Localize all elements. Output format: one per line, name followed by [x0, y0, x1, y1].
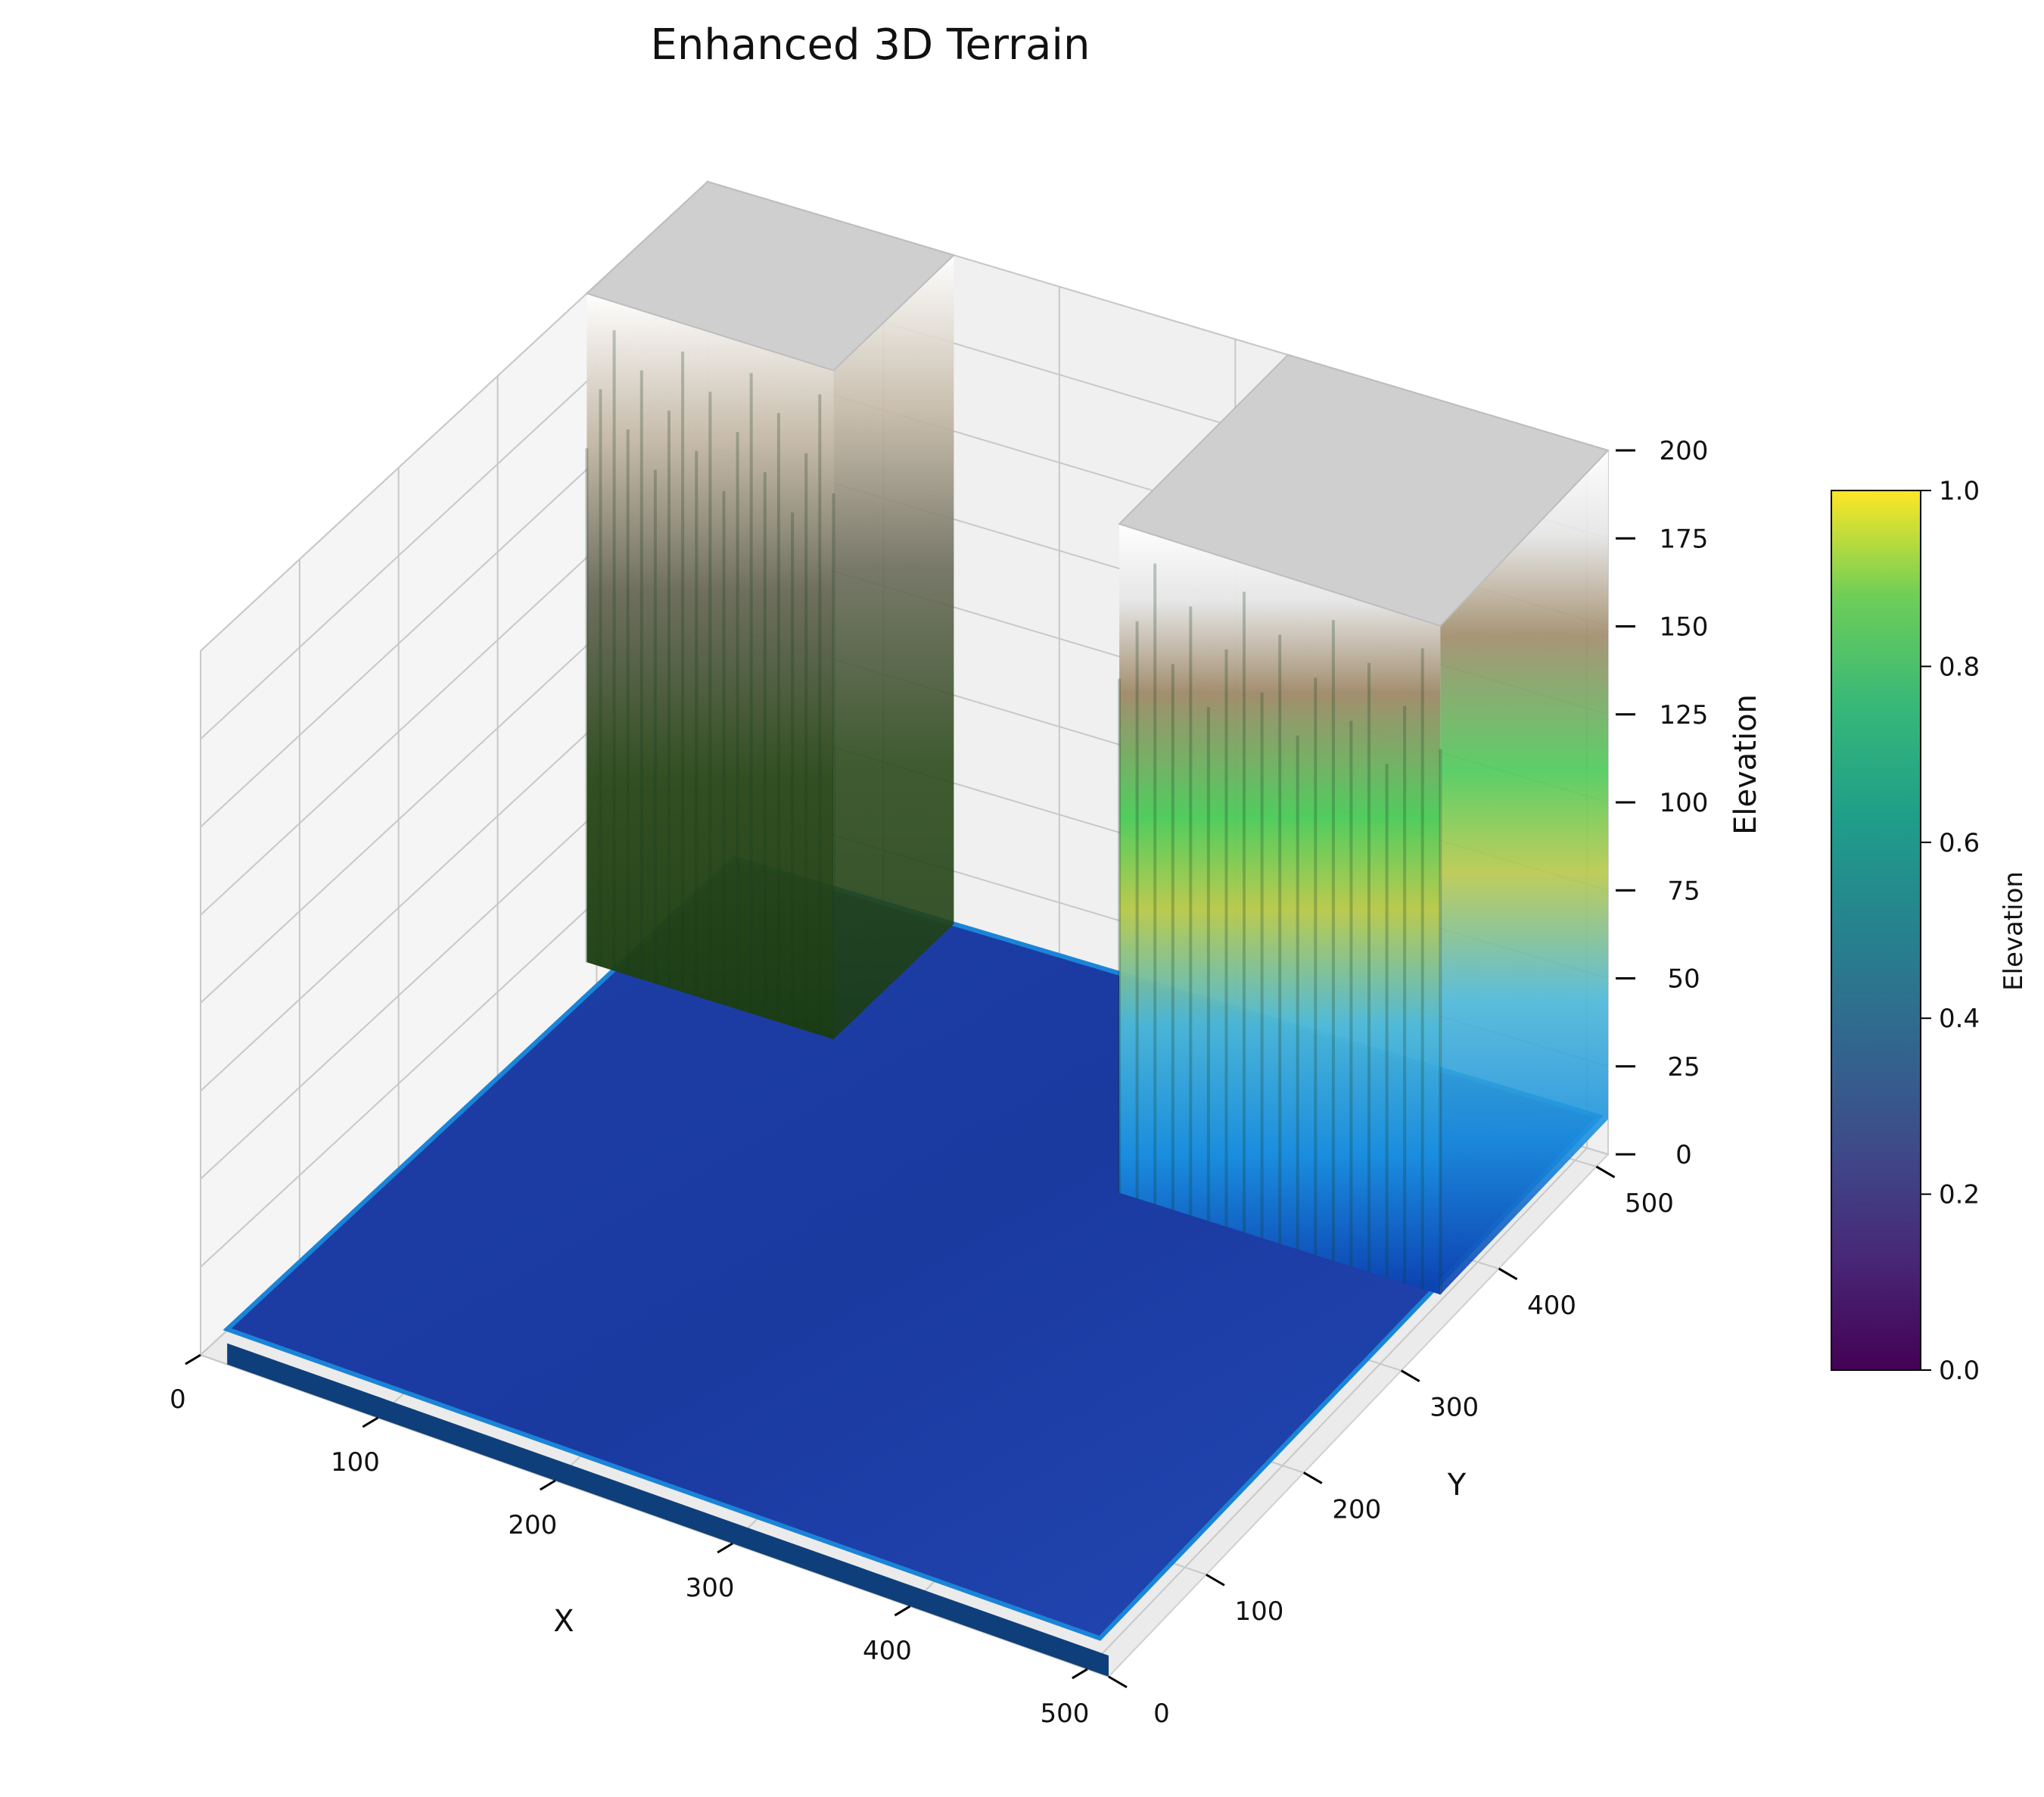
x-tick	[539, 1479, 556, 1491]
x-axis-label: X	[553, 1604, 574, 1639]
y-tick	[1400, 1369, 1420, 1382]
colorbar-tick-label: 0.2	[1939, 1180, 1980, 1210]
plateau-top	[585, 180, 956, 372]
colorbar-tick-label: 0.4	[1939, 1004, 1980, 1034]
x-tick-label: 200	[508, 1510, 557, 1540]
z-tick-label: 200	[1660, 436, 1709, 466]
colorbar-tick-label: 0.0	[1939, 1356, 1980, 1386]
z-tick-label: 150	[1660, 612, 1709, 643]
plateau-front-face	[1119, 524, 1441, 1295]
colorbar-tick-label: 1.0	[1939, 476, 1980, 506]
plateau-top	[1118, 353, 1610, 627]
x-tick-label: 400	[863, 1636, 912, 1666]
y-tick-label: 500	[1625, 1188, 1674, 1219]
terrain-surface	[222, 180, 1610, 1677]
colorbar-tick-label: 0.8	[1939, 652, 1980, 682]
y-tick	[1206, 1573, 1225, 1587]
colorbar-gradient	[1831, 490, 1921, 1371]
colorbar-label: Elevation	[1999, 871, 2029, 991]
y-tick	[1303, 1472, 1323, 1484]
z-tick-label: 25	[1667, 1052, 1700, 1082]
x-tick	[717, 1542, 733, 1554]
y-tick-label: 300	[1430, 1393, 1479, 1423]
colorbar-tick-label: 0.6	[1939, 828, 1980, 858]
x-tick-label: 500	[1040, 1699, 1089, 1729]
floor-front-edge	[227, 1343, 1109, 1677]
plateau-side-face	[833, 255, 954, 1039]
x-tick	[362, 1416, 379, 1428]
x-tick-label: 0	[170, 1384, 186, 1415]
y-tick-label: 0	[1153, 1699, 1170, 1729]
colorbar: 0.0 0.2 0.4 0.6 0.8 1.0 Elevation	[1831, 476, 2029, 1386]
z-axis-label: Elevation	[1728, 694, 1763, 835]
plateau-front-face	[586, 293, 834, 1039]
colorbar-ticks: 0.0 0.2 0.4 0.6 0.8 1.0	[1921, 476, 1980, 1386]
plateau-side-face	[1440, 450, 1608, 1295]
x-tick	[1072, 1668, 1088, 1680]
z-tick-label: 100	[1660, 788, 1709, 818]
x-tick-label: 300	[686, 1573, 735, 1603]
y-axis-label: Y	[1447, 1468, 1467, 1503]
y-tick-label: 200	[1332, 1495, 1381, 1525]
y-tick	[1595, 1165, 1616, 1179]
chart-title: Enhanced 3D Terrain	[651, 20, 1090, 70]
z-tick-label: 50	[1667, 964, 1700, 995]
y-tick	[1498, 1267, 1518, 1281]
x-tick	[894, 1605, 911, 1617]
x-tick-label: 100	[331, 1447, 380, 1478]
z-tick-label: 75	[1667, 876, 1700, 906]
y-tick-label: 400	[1527, 1291, 1576, 1321]
z-tick-label: 125	[1660, 700, 1709, 730]
z-tick-label: 175	[1660, 524, 1709, 554]
x-tick	[185, 1353, 201, 1366]
z-tick-label: 0	[1675, 1140, 1692, 1170]
y-tick-label: 100	[1234, 1596, 1283, 1627]
y-tick	[1108, 1675, 1128, 1689]
